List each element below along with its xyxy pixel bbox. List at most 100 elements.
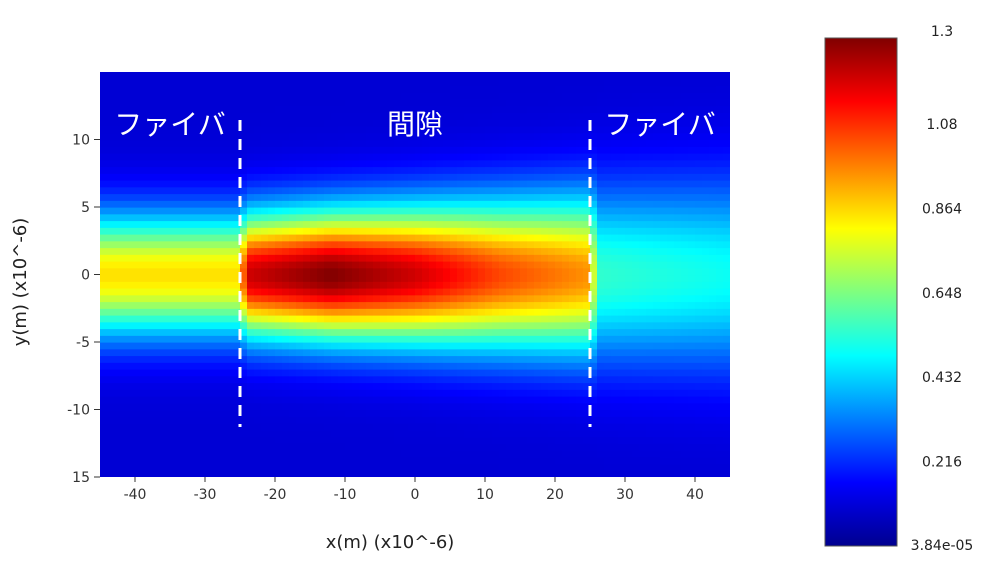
heatmap-cell	[163, 227, 171, 235]
heatmap-cell	[478, 139, 486, 147]
heatmap-cell	[562, 213, 570, 222]
heatmap-cell	[359, 180, 367, 188]
heatmap-cell	[408, 119, 416, 127]
heatmap-cell	[240, 186, 248, 195]
heatmap-cell	[422, 355, 430, 363]
heatmap-cell	[492, 180, 500, 188]
heatmap-cell	[604, 173, 612, 181]
heatmap-cell	[331, 355, 339, 363]
heatmap-cell	[233, 126, 241, 134]
heatmap-cell	[555, 288, 563, 296]
heatmap-cell	[520, 362, 528, 370]
heatmap-cell	[163, 126, 171, 134]
heatmap-cell	[464, 220, 472, 228]
heatmap-cell	[415, 173, 423, 181]
heatmap-cell	[520, 301, 528, 309]
heatmap-cell	[310, 240, 318, 249]
heatmap-cell	[394, 375, 402, 384]
heatmap-cell	[247, 450, 255, 458]
heatmap-cell	[149, 193, 157, 201]
heatmap-cell	[387, 240, 395, 249]
heatmap-cell	[191, 200, 199, 208]
heatmap-cell	[331, 213, 339, 222]
heatmap-cell	[625, 85, 633, 93]
heatmap-cell	[331, 240, 339, 249]
heatmap-cell	[506, 78, 514, 87]
heatmap-cell	[429, 274, 437, 282]
heatmap-cell	[198, 369, 206, 377]
heatmap-cell	[471, 396, 479, 404]
heatmap-cell	[646, 456, 654, 465]
heatmap-cell	[331, 288, 339, 296]
heatmap-cell	[457, 402, 465, 411]
heatmap-cell	[408, 335, 416, 343]
heatmap-cell	[352, 315, 360, 323]
heatmap-cell	[163, 342, 171, 350]
heatmap-cell	[163, 153, 171, 161]
heatmap-cell	[408, 99, 416, 107]
heatmap-cell	[499, 126, 507, 134]
heatmap-cell	[219, 429, 227, 438]
heatmap-cell	[345, 321, 353, 330]
heatmap-cell	[520, 234, 528, 242]
heatmap-cell	[107, 389, 115, 397]
heatmap-cell	[464, 267, 472, 276]
heatmap-cell	[331, 402, 339, 411]
heatmap-cell	[247, 227, 255, 235]
heatmap-cell	[198, 456, 206, 465]
heatmap-cell	[576, 470, 584, 477]
heatmap-cell	[604, 423, 612, 431]
heatmap-cell	[380, 254, 388, 262]
heatmap-cell	[226, 416, 234, 424]
heatmap-cell	[597, 315, 605, 323]
heatmap-cell	[457, 119, 465, 127]
heatmap-cell	[422, 382, 430, 390]
heatmap-cell	[492, 389, 500, 397]
heatmap-cell	[429, 301, 437, 309]
heatmap-cell	[191, 247, 199, 255]
heatmap-cell	[394, 301, 402, 309]
heatmap-cell	[226, 321, 234, 330]
heatmap-cell	[513, 78, 521, 87]
heatmap-cell	[114, 119, 122, 127]
heatmap-cell	[527, 105, 535, 114]
heatmap-cell	[457, 227, 465, 235]
heatmap-cell	[618, 132, 626, 141]
heatmap-cell	[324, 436, 332, 444]
heatmap-cell	[114, 342, 122, 350]
heatmap-cell	[114, 308, 122, 316]
heatmap-cell	[226, 294, 234, 303]
heatmap-cell	[394, 382, 402, 390]
heatmap-cell	[198, 321, 206, 330]
heatmap-cell	[184, 436, 192, 444]
heatmap-cell	[443, 463, 451, 471]
heatmap-cell	[541, 443, 549, 451]
heatmap-cell	[198, 72, 206, 80]
heatmap-cell	[317, 308, 325, 316]
heatmap-cell	[569, 274, 577, 282]
heatmap-cell	[422, 402, 430, 411]
heatmap-cell	[464, 328, 472, 336]
heatmap-cell	[401, 267, 409, 276]
heatmap-cell	[499, 348, 507, 357]
heatmap-cell	[135, 200, 143, 208]
heatmap-cell	[513, 240, 521, 249]
heatmap-cell	[268, 315, 276, 323]
heatmap-cell	[331, 247, 339, 255]
heatmap-cell	[639, 402, 647, 411]
heatmap-cell	[443, 294, 451, 303]
heatmap-cell	[485, 389, 493, 397]
heatmap-cell	[625, 389, 633, 397]
heatmap-cell	[177, 348, 185, 357]
heatmap-cell	[646, 443, 654, 451]
heatmap-cell	[422, 301, 430, 309]
heatmap-cell	[380, 274, 388, 282]
heatmap-cell	[317, 139, 325, 147]
heatmap-cell	[128, 153, 136, 161]
heatmap-cell	[100, 321, 108, 330]
heatmap-cell	[170, 328, 178, 336]
heatmap-cell	[464, 375, 472, 384]
heatmap-cell	[170, 159, 178, 168]
heatmap-cell	[296, 321, 304, 330]
heatmap-cell	[163, 119, 171, 127]
